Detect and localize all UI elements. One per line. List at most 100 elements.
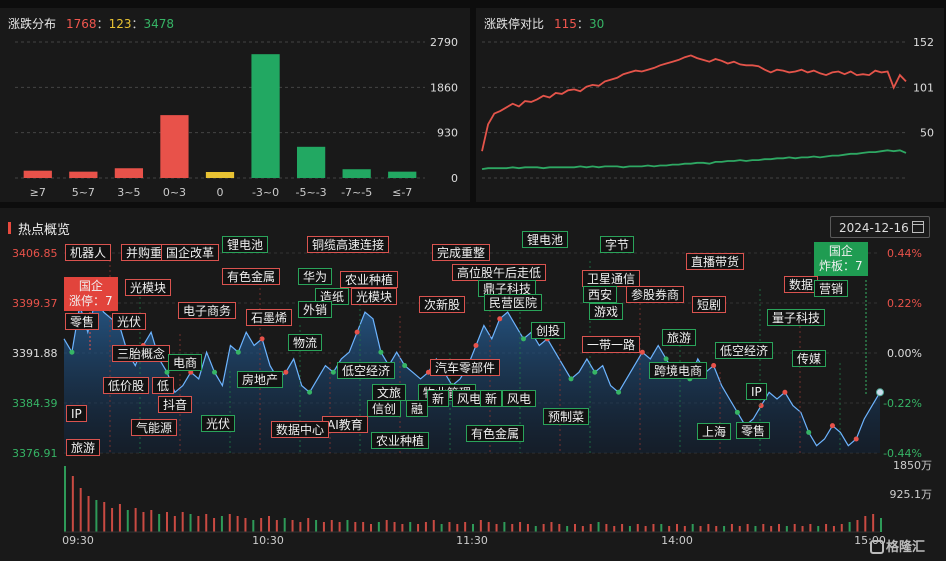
concept-tag[interactable]: 电子商务: [178, 302, 237, 319]
concept-tag[interactable]: 完成重整: [432, 244, 491, 261]
concept-tag[interactable]: 传媒: [792, 350, 827, 367]
down-count: 3478: [143, 17, 175, 31]
concept-tag[interactable]: 电商: [168, 354, 203, 371]
concept-tag[interactable]: 直播带货: [686, 253, 745, 270]
event-dot: [639, 349, 645, 355]
calendar-icon[interactable]: [912, 221, 924, 233]
concept-tag[interactable]: 低: [152, 377, 175, 394]
concept-tag[interactable]: 短剧: [692, 296, 727, 313]
concept-tag[interactable]: 参股券商: [626, 286, 685, 303]
date-picker[interactable]: 2024-12-16: [830, 216, 930, 238]
concept-tag[interactable]: 旅游: [66, 439, 101, 456]
concept-tag[interactable]: AI教育: [322, 416, 368, 433]
concept-tag[interactable]: 机器人: [65, 244, 112, 261]
concept-tag[interactable]: 信创: [367, 400, 402, 417]
concept-tag[interactable]: 铜缆高速连接: [307, 236, 390, 253]
event-dot: [616, 389, 622, 395]
concept-tag[interactable]: 卫星通信: [582, 270, 641, 287]
concept-tag[interactable]: 次新股: [419, 296, 466, 313]
concept-tag[interactable]: 西安: [583, 286, 618, 303]
volume-bar: [542, 524, 545, 532]
concept-tag[interactable]: 有色金属: [466, 425, 525, 442]
concept-tag[interactable]: 农业种植: [340, 271, 399, 288]
concept-tag[interactable]: 物流: [288, 334, 323, 351]
event-dot: [782, 389, 788, 395]
concept-tag[interactable]: 低空经济: [337, 362, 396, 379]
volume-bar: [785, 526, 788, 532]
y-tick-label: 152: [913, 36, 934, 49]
event-dot: [853, 436, 859, 442]
volume-tick-label: 1850万: [893, 459, 932, 472]
concept-tag[interactable]: 量子科技: [767, 309, 826, 326]
limit-up-marker-line1: 国企: [78, 279, 103, 293]
volume-bar: [189, 514, 192, 532]
x-tick-label: 0: [217, 186, 224, 199]
concept-tag[interactable]: 农业种植: [371, 432, 430, 449]
concept-tag[interactable]: 有色金属: [222, 268, 281, 285]
limit-up-marker-line2: 涨停：7: [69, 294, 113, 308]
concept-tag[interactable]: 光伏: [112, 313, 147, 330]
event-dot: [235, 349, 241, 355]
concept-tag[interactable]: 预制菜: [543, 408, 590, 425]
concept-tag[interactable]: IP: [66, 405, 87, 422]
concept-tag[interactable]: 低价股: [103, 377, 150, 394]
concept-tag[interactable]: 新: [480, 390, 503, 407]
event-dot: [758, 403, 764, 409]
volume-bar: [118, 504, 121, 532]
time-tick-label: 10:30: [252, 534, 284, 547]
limit-break-marker[interactable]: 国企 炸板：7: [814, 242, 868, 276]
concept-tag[interactable]: 华为: [298, 268, 333, 285]
concept-tag[interactable]: 光模块: [351, 288, 398, 305]
concept-tag[interactable]: 数据: [784, 276, 819, 293]
watermark: 格隆汇: [870, 536, 925, 555]
event-dot: [568, 376, 574, 382]
pct-tick-label: 0.00%: [887, 347, 922, 360]
concept-tag[interactable]: 上海: [697, 423, 732, 440]
concept-tag[interactable]: 石墨烯: [246, 309, 293, 326]
concept-tag[interactable]: 风电: [502, 390, 537, 407]
limit-up-marker[interactable]: 国企 涨停：7: [64, 277, 118, 311]
y-tick-label: 930: [437, 127, 458, 140]
volume-bar: [770, 526, 773, 532]
concept-tag[interactable]: 三胎概念: [112, 345, 171, 362]
concept-tag[interactable]: 低空经济: [715, 342, 774, 359]
concept-tag[interactable]: 旅游: [662, 329, 697, 346]
concept-tag[interactable]: 零售: [736, 422, 771, 439]
concept-tag[interactable]: 跨境电商: [649, 362, 708, 379]
volume-bar: [299, 522, 302, 532]
volume-bar: [220, 516, 223, 532]
concept-tag[interactable]: 抖音: [158, 396, 193, 413]
y-tick-label: 50: [920, 127, 934, 140]
concept-tag[interactable]: 融: [406, 400, 429, 417]
concept-tag[interactable]: 国企改革: [161, 244, 220, 261]
concept-tag[interactable]: 数据中心: [271, 421, 330, 438]
concept-tag[interactable]: 气能源: [131, 419, 178, 436]
volume-bar: [268, 516, 270, 532]
concept-tag[interactable]: 字节: [600, 236, 635, 253]
volume-bar: [723, 526, 726, 532]
pct-tick-label: 0.22%: [887, 297, 922, 310]
concept-tag[interactable]: 外销: [298, 301, 333, 318]
event-dot: [259, 336, 265, 342]
concept-tag[interactable]: 民营医院: [484, 294, 543, 311]
concept-tag[interactable]: 光伏: [201, 415, 236, 432]
concept-tag[interactable]: 文旅: [372, 384, 407, 401]
concept-tag[interactable]: 营销: [814, 280, 849, 297]
concept-tag[interactable]: 高位股午后走低: [452, 264, 547, 281]
concept-tag[interactable]: 锂电池: [222, 236, 269, 253]
volume-bar: [730, 524, 733, 532]
concept-tag[interactable]: 零售: [65, 313, 100, 330]
concept-tag[interactable]: 创投: [531, 322, 566, 339]
concept-tag[interactable]: 锂电池: [522, 231, 569, 248]
volume-bar: [79, 488, 82, 532]
concept-tag[interactable]: 汽车零部件: [430, 359, 501, 376]
concept-tag[interactable]: 游戏: [589, 303, 624, 320]
concept-tag[interactable]: 光模块: [125, 279, 172, 296]
concept-tag[interactable]: 造纸: [315, 288, 350, 305]
concept-tag[interactable]: 一带一路: [582, 336, 641, 353]
concept-tag[interactable]: 房地产: [237, 371, 284, 388]
concept-tag[interactable]: 风电: [452, 390, 487, 407]
volume-bar: [872, 514, 875, 532]
concept-tag[interactable]: IP: [746, 383, 767, 400]
concept-tag[interactable]: 新: [427, 390, 450, 407]
